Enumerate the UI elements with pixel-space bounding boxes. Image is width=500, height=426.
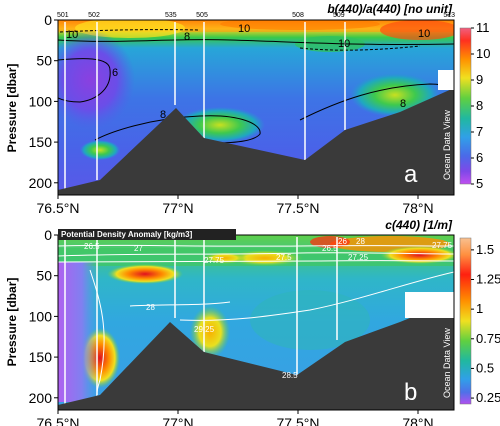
y-tick-label: 50 — [36, 268, 52, 284]
station-label: 508 — [292, 12, 304, 19]
colorbar-tick-label: 9 — [476, 72, 483, 87]
y-tick-label: 0 — [44, 12, 52, 28]
panel-a-y-ticks: 0 50 100 150 200 — [29, 12, 58, 191]
panel-b-density-legend-label: Potential Density Anomaly [kg/m3] — [61, 230, 193, 239]
panel-b-title: c(440) [1/m] — [385, 218, 453, 232]
panel-a-frame — [57, 19, 455, 196]
density-label: 27.25 — [348, 253, 369, 262]
panel-b-y-ticks: 0 50 100 150 200 — [29, 227, 58, 406]
x-tick-label: 76.5°N — [37, 200, 80, 216]
colorbar-tick-label: 0.25 — [476, 390, 500, 405]
density-label: 27.75 — [432, 241, 453, 250]
x-tick-label: 76.5°N — [37, 415, 80, 426]
density-label: 28 — [146, 303, 155, 312]
panel-a-missing-data — [438, 70, 454, 90]
panel-a-station-lines — [64, 22, 346, 190]
density-label: 27.5 — [276, 253, 292, 262]
y-tick-label: 150 — [29, 349, 53, 365]
x-tick-label: 77°N — [162, 415, 193, 426]
density-label: 26.5 — [322, 244, 338, 253]
panel-b: Potential Density Anomaly [kg/m3] 26.5 2… — [5, 218, 500, 426]
y-tick-label: 0 — [44, 227, 52, 243]
colorbar-tick-label: 1.5 — [476, 242, 494, 257]
y-tick-label: 50 — [36, 53, 52, 69]
x-tick-label: 77°N — [162, 200, 193, 216]
panel-a-seafloor — [58, 88, 454, 195]
station-label: 502 — [88, 12, 100, 19]
colorbar-tick-label: 8 — [476, 98, 483, 113]
panel-b-y-axis-title: Pressure [dbar] — [5, 278, 19, 367]
contour-label: 10 — [66, 29, 78, 41]
contour-label: 10 — [238, 23, 250, 35]
contour-label: 8 — [184, 31, 190, 43]
colorbar-tick-label: 10 — [476, 46, 490, 61]
panel-b-density-labels: 26.5 27 27.75 27.5 26.5 26 28 27.25 28 2… — [84, 237, 453, 380]
station-label: 501 — [57, 12, 69, 19]
y-tick-label: 150 — [29, 134, 53, 150]
x-tick-label: 78°N — [402, 415, 433, 426]
panel-b-frame — [57, 234, 455, 411]
density-label: 27 — [134, 244, 143, 253]
density-label: 29.25 — [194, 325, 215, 334]
density-label: 28 — [356, 237, 365, 246]
x-tick-label: 77.5°N — [277, 415, 320, 426]
panel-b-watermark: Ocean Data View — [442, 328, 452, 398]
panel-b-missing-data — [405, 292, 454, 318]
density-label: 26.5 — [84, 242, 100, 251]
panel-a-x-ticks: 76.5°N 77°N 77.5°N 78°N — [37, 195, 434, 216]
y-tick-label: 200 — [29, 175, 53, 191]
contour-label: 6 — [112, 67, 118, 79]
density-label: 26 — [338, 237, 347, 246]
density-label: 28.5 — [282, 371, 298, 380]
station-label: 513 — [443, 12, 455, 19]
y-tick-label: 100 — [29, 308, 53, 324]
colorbar-tick-label: 1 — [476, 301, 483, 316]
panel-b-colorbar — [459, 237, 472, 405]
panel-a-title: b(440)/a(440) [no unit] — [327, 2, 453, 16]
colorbar-tick-label: 11 — [476, 20, 490, 35]
panel-a-station-labels: 501 502 535 505 508 509 513 — [57, 12, 455, 19]
panel-a-field — [58, 20, 454, 195]
panel-a-watermark: Ocean Data View — [442, 110, 452, 180]
density-label: 27.75 — [204, 256, 225, 265]
panel-b-density-legend-box — [58, 229, 236, 240]
contour-label: 10 — [338, 38, 350, 50]
panel-b-x-ticks: 76.5°N 77°N 77.5°N 78°N — [37, 410, 434, 426]
colorbar-tick-label: 5 — [476, 176, 483, 191]
x-tick-label: 77.5°N — [277, 200, 320, 216]
panel-a-letter: a — [404, 161, 418, 188]
panel-a-contour-labels: 10 8 10 6 10 8 10 8 — [66, 23, 430, 121]
panel-b-field — [58, 235, 454, 410]
colorbar-tick-label: 6 — [476, 150, 483, 165]
contour-label: 8 — [160, 109, 166, 121]
colorbar-tick-label: 0.75 — [476, 331, 500, 346]
station-label: 535 — [165, 12, 177, 19]
colorbar-tick-label: 7 — [476, 124, 483, 139]
station-label: 505 — [196, 12, 208, 19]
panel-b-letter: b — [404, 379, 417, 406]
panel-a-colorbar-ticks: 11 10 9 8 7 6 5 — [471, 20, 490, 191]
panel-b-colorbar-ticks: 1.5 1.25 1 0.75 0.5 0.25 — [471, 242, 500, 405]
station-label: 509 — [333, 12, 345, 19]
panel-b-seafloor — [58, 300, 454, 410]
panel-a: 501 502 535 505 508 509 513 10 8 10 6 10 8 10 … — [5, 2, 490, 216]
contour-label: 8 — [400, 98, 406, 110]
contour-label: 10 — [418, 28, 430, 40]
colorbar-tick-label: 0.5 — [476, 360, 494, 375]
panel-a-colorbar — [459, 27, 472, 185]
panel-a-y-axis-title: Pressure [dbar] — [5, 64, 19, 153]
x-tick-label: 78°N — [402, 200, 433, 216]
panel-b-station-lines — [64, 237, 338, 405]
colorbar-tick-label: 1.25 — [476, 272, 500, 287]
y-tick-label: 200 — [29, 390, 53, 406]
y-tick-label: 100 — [29, 93, 53, 109]
